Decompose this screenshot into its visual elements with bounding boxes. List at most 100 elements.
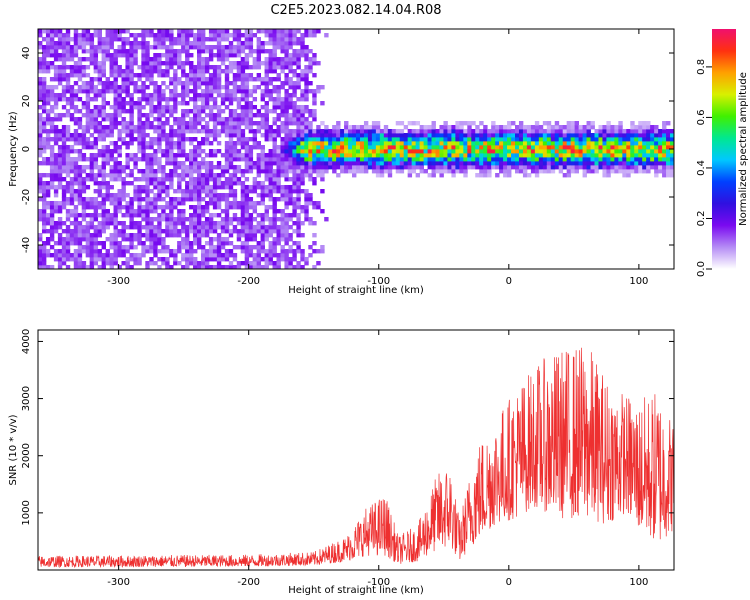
- spectrogram-cell: [308, 221, 313, 226]
- spectrogram-cell: [61, 89, 67, 94]
- spectrogram-cell: [204, 225, 210, 230]
- spectrogram-cell: [197, 45, 202, 50]
- spectrogram-cell: [578, 145, 583, 150]
- spectrogram-cell: [208, 249, 214, 254]
- spectrogram-cell: [181, 161, 186, 166]
- spectrogram-cell: [121, 129, 126, 134]
- spectrogram-cell: [141, 137, 146, 142]
- spectrogram-cell: [38, 133, 43, 138]
- spectrogram-cell: [395, 145, 401, 150]
- spectrogram-cell: [554, 141, 560, 146]
- spectrogram-cell: [447, 133, 452, 138]
- spectrogram-cell: [117, 65, 122, 70]
- spectrogram-cell: [65, 145, 71, 150]
- spectrogram-cell: [332, 169, 337, 174]
- spectrogram-cell: [185, 101, 190, 106]
- spectrogram-cell: [109, 29, 114, 34]
- spectrogram-cell: [73, 33, 79, 38]
- spectrogram-cell: [356, 145, 361, 150]
- spectrogram-cell: [197, 261, 202, 266]
- spectrogram-cell: [320, 165, 325, 170]
- spectrogram-cell: [614, 129, 619, 134]
- spectrogram-cell: [65, 241, 71, 246]
- spectrogram-cell: [435, 165, 440, 170]
- spectrogram-cell: [141, 241, 146, 246]
- spectrogram-cell: [292, 105, 297, 110]
- spectrogram-cell: [73, 261, 79, 266]
- spectrogram-cell: [276, 217, 281, 222]
- spectrogram-cell: [288, 161, 293, 166]
- spectrogram-cell: [622, 173, 627, 178]
- y-tick-label: 40: [21, 47, 32, 60]
- spectrogram-cell: [224, 45, 230, 50]
- spectrogram-cell: [61, 133, 67, 138]
- spectrogram-cell: [204, 257, 210, 262]
- spectrogram-cell: [272, 261, 277, 266]
- spectrogram-cell: [439, 157, 444, 162]
- spectrogram-cell: [69, 201, 75, 206]
- spectrogram-cell: [666, 145, 671, 150]
- spectrogram-cell: [359, 157, 365, 162]
- spectrogram-cell: [363, 145, 369, 150]
- spectrogram-cell: [169, 33, 174, 38]
- spectrogram-cell: [220, 101, 226, 106]
- spectrogram-cell: [208, 37, 214, 42]
- spectrogram-cell: [216, 161, 222, 166]
- spectrogram-cell: [81, 185, 87, 190]
- spectrogram-cell: [69, 57, 75, 62]
- spectrogram-cell: [300, 125, 305, 130]
- spectrogram-cell: [499, 149, 504, 154]
- spectrogram-cell: [483, 133, 488, 138]
- spectrogram-cell: [161, 81, 166, 86]
- spectrogram-cell: [185, 261, 190, 266]
- spectrogram-cell: [459, 153, 464, 158]
- spectrogram-cell: [630, 169, 635, 174]
- spectrogram-cell: [296, 117, 301, 122]
- spectrogram-cell: [272, 137, 277, 142]
- spectrogram-cell: [228, 153, 234, 158]
- spectrogram-cell: [212, 113, 218, 118]
- spectrogram-cell: [252, 33, 258, 38]
- spectrogram-cell: [518, 141, 524, 146]
- spectrogram-cell: [57, 225, 63, 230]
- spectrogram-cell: [638, 169, 643, 174]
- spectrogram-cell: [272, 117, 277, 122]
- spectrogram-cell: [260, 189, 265, 194]
- spectrogram-cell: [284, 41, 289, 46]
- spectrogram-cell: [77, 117, 83, 122]
- spectrogram-cell: [161, 97, 166, 102]
- spectrogram-cell: [403, 145, 409, 150]
- spectrogram-cell: [216, 93, 222, 98]
- spectrogram-cell: [638, 125, 643, 130]
- spectrogram-cell: [618, 121, 623, 126]
- spectrogram-cell: [109, 253, 114, 258]
- spectrogram-cell: [193, 93, 198, 98]
- spectrogram-cell: [133, 153, 138, 158]
- spectrogram-cell: [570, 153, 576, 158]
- spectrogram-cell: [141, 209, 146, 214]
- spectrogram-cell: [328, 165, 333, 170]
- spectrogram-cell: [41, 85, 47, 90]
- spectrogram-cell: [344, 129, 349, 134]
- spectrogram-cell: [212, 97, 218, 102]
- spectrogram-cell: [610, 145, 615, 150]
- spectrogram-cell: [61, 245, 67, 250]
- spectrogram-cell: [85, 145, 91, 150]
- spectrogram-cell: [375, 133, 381, 138]
- spectrogram-cell: [193, 121, 198, 126]
- spectrogram-cell: [208, 77, 214, 82]
- spectrogram-cell: [296, 265, 301, 270]
- spectrogram-cell: [93, 253, 99, 258]
- spectrogram-cell: [232, 145, 238, 150]
- spectrogram-cell: [662, 169, 667, 174]
- spectrogram-cell: [49, 61, 55, 66]
- spectrogram-cell: [443, 145, 448, 150]
- spectrogram-cell: [113, 141, 118, 146]
- spectrogram-cell: [654, 165, 659, 170]
- spectrogram-cell: [646, 125, 651, 130]
- spectrogram-cell: [169, 253, 174, 258]
- spectrogram-cell: [113, 73, 118, 78]
- spectrogram-cell: [89, 45, 95, 50]
- spectrogram-cell: [101, 161, 106, 166]
- spectrogram-cell: [252, 57, 258, 62]
